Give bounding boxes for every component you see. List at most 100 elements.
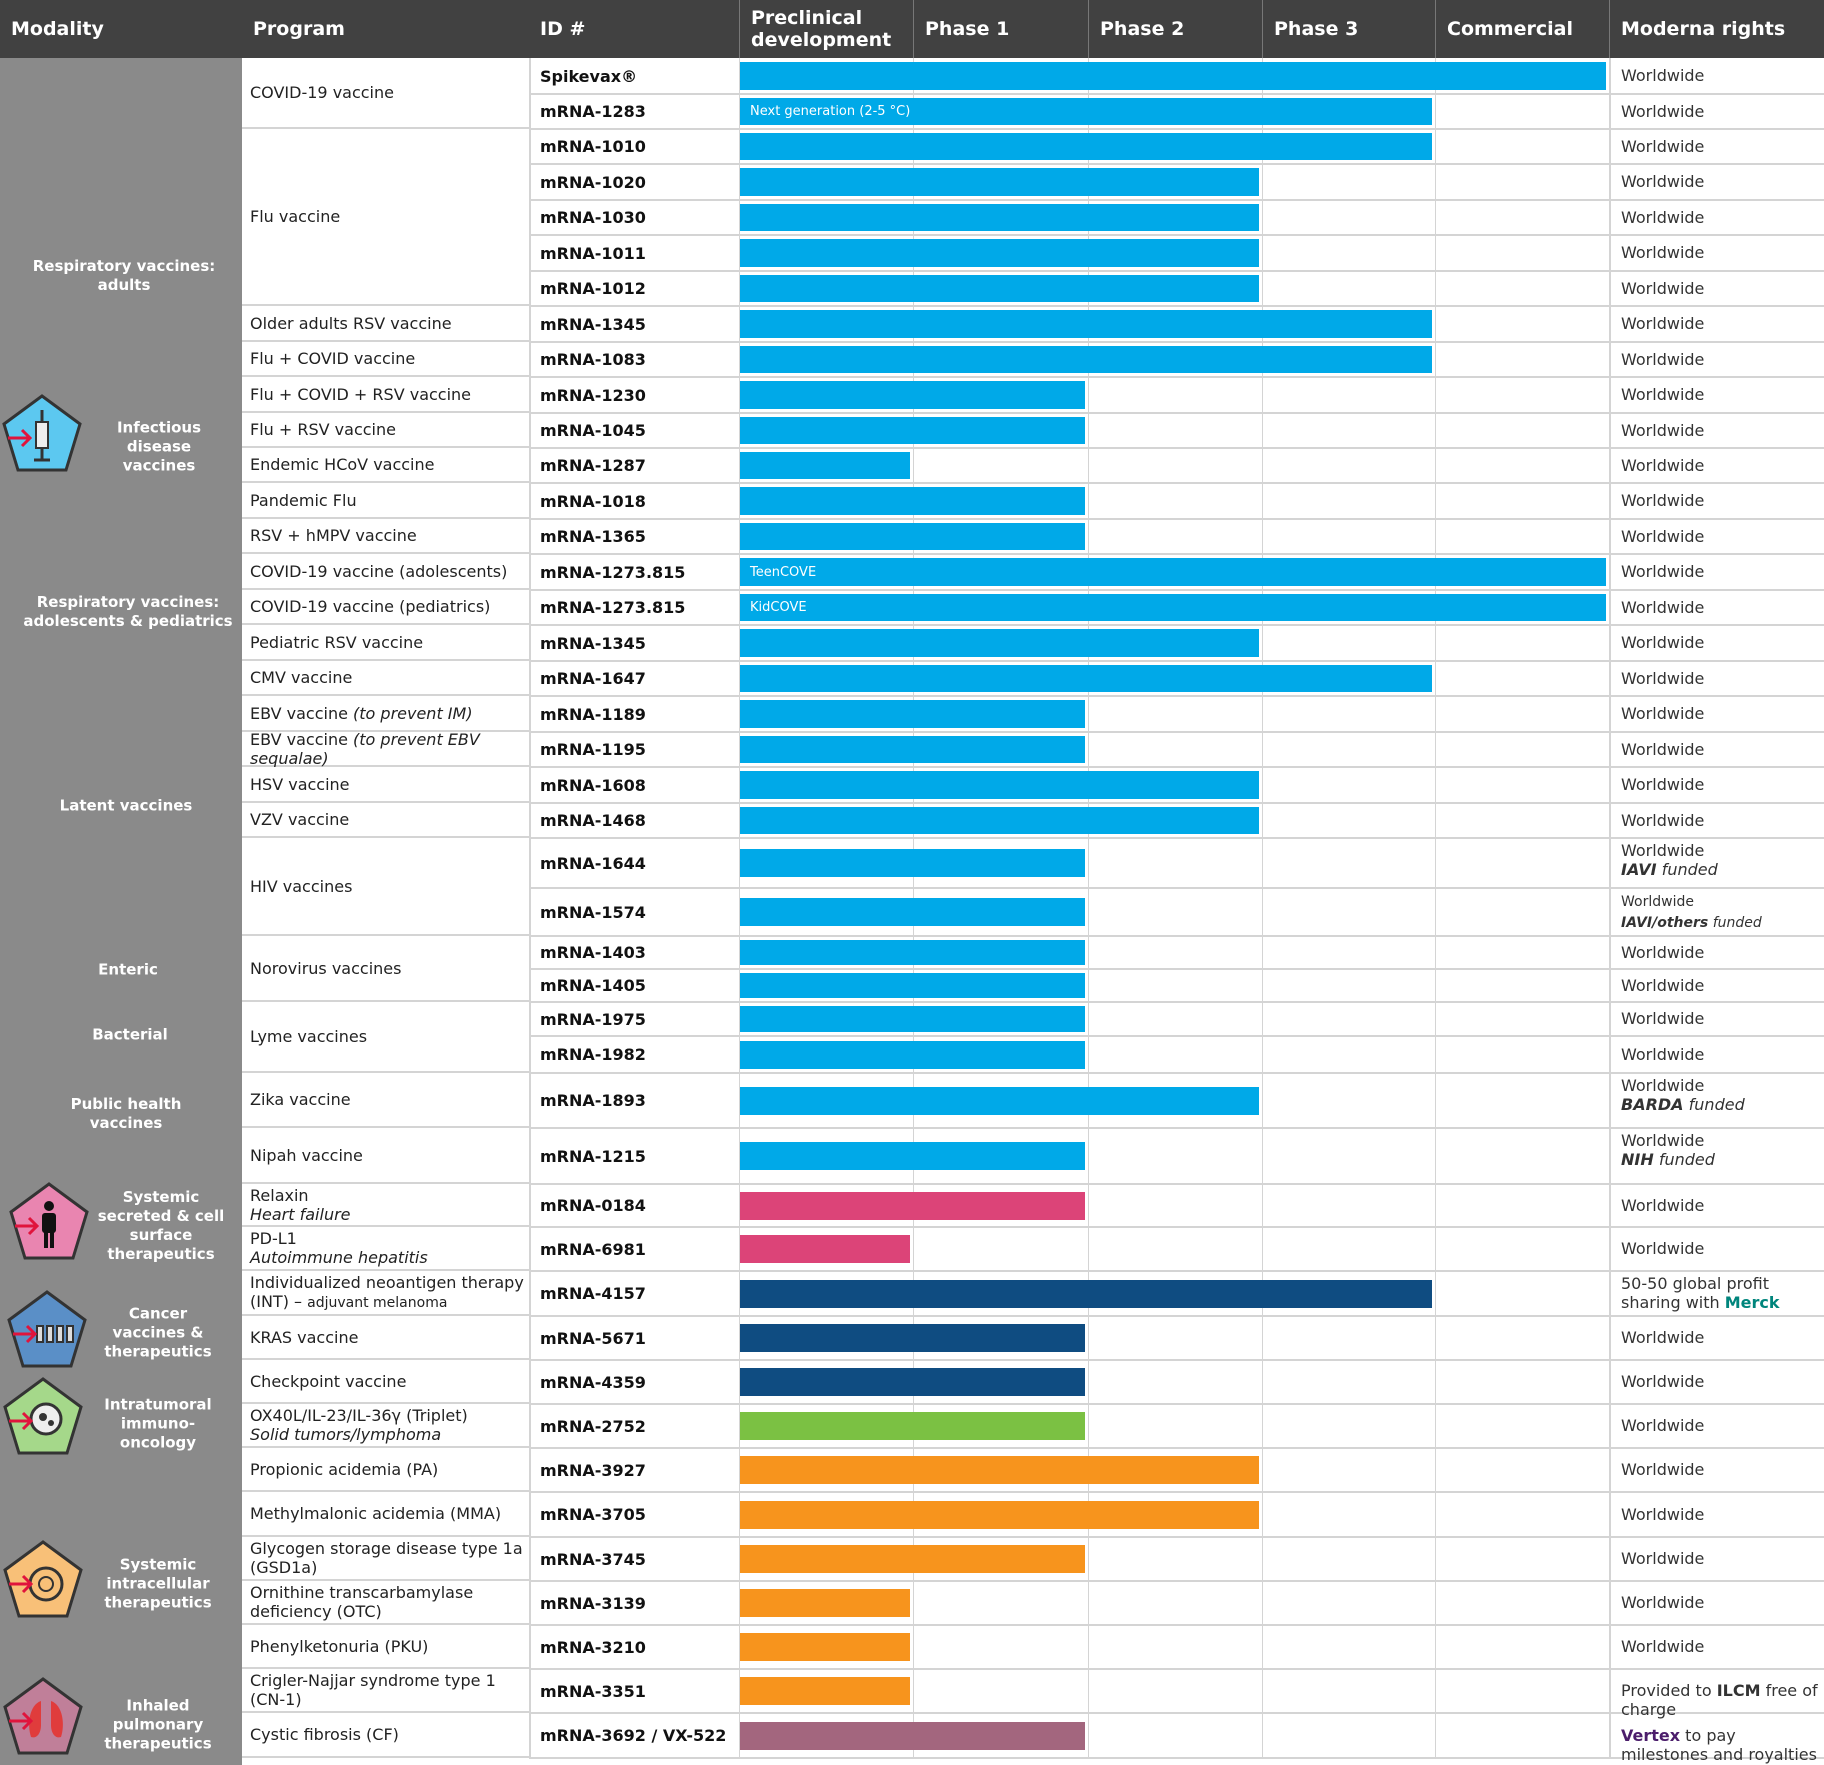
program-name: Endemic HCoV vaccine — [250, 455, 529, 474]
program-id: Spikevax® — [540, 66, 638, 86]
rights-text: Worldwide — [1621, 102, 1705, 121]
modality-label: Cancer vaccines & therapeutics — [104, 1304, 212, 1361]
program-name: Pediatric RSV vaccine — [250, 633, 529, 652]
rights-text: funded — [1683, 1095, 1745, 1114]
rights-text: Worldwide — [1621, 841, 1705, 860]
program-id: mRNA-3351 — [540, 1681, 646, 1701]
table-header: Modality Program ID # Preclinical developme… — [0, 0, 1824, 58]
rights-text: 50-50 global profit sharing with — [1621, 1274, 1769, 1312]
rights-text: Worldwide — [1621, 137, 1705, 156]
program-cell: Relaxin Heart failure — [242, 1184, 529, 1227]
program-name: HIV vaccines — [250, 877, 529, 896]
program-label: Pediatric RSV vaccine — [250, 632, 424, 652]
rights-text: Worldwide — [1621, 562, 1705, 581]
phase-bar-phase-1 — [740, 1545, 1085, 1573]
rights-cell: Worldwide IAVI/others funded — [1609, 888, 1824, 936]
program-name: CMV vaccine — [250, 668, 529, 687]
row-divider — [529, 1580, 1824, 1582]
program-id: mRNA-4157 — [540, 1284, 646, 1303]
row-divider — [529, 766, 1824, 768]
phase-bar-commercial: TeenCOVE — [740, 558, 1606, 586]
phase-bar-phase-1 — [740, 523, 1085, 550]
program-label: Ornithine transcarbamylase deficiency (O… — [250, 1583, 474, 1621]
row-divider — [529, 93, 1824, 95]
phase-bar-phase-1 — [740, 1412, 1085, 1440]
rights-text: Worldwide — [1621, 1460, 1705, 1479]
rights-text: funded — [1653, 1150, 1715, 1169]
program-label: Cystic fibrosis (CF) — [250, 1725, 399, 1744]
rights-text: Worldwide — [1621, 943, 1705, 962]
row-divider — [529, 270, 1824, 272]
program-label: Endemic HCoV vaccine — [250, 455, 435, 474]
phase-bar-phase-3: Next generation (2-5 °C) — [740, 98, 1432, 125]
program-id: mRNA-1287 — [540, 456, 646, 475]
rights-cell: Worldwide IAVI funded — [1609, 838, 1824, 888]
program-id: mRNA-1011 — [540, 243, 646, 263]
row-divider — [529, 1315, 1824, 1317]
program-label: Nipah vaccine — [250, 1145, 363, 1165]
program-label: KRAS vaccine — [250, 1327, 359, 1347]
rights-cell: 50-50 global profit sharing with Merck — [1609, 1271, 1824, 1316]
phase-bar-phase-2 — [740, 168, 1259, 196]
rights-text: Worldwide — [1621, 1637, 1705, 1656]
program-name: Pandemic Flu — [250, 491, 529, 510]
header-commercial: Commercial — [1435, 0, 1609, 58]
program-name: Crigler-Najjar syndrome type 1 (CN-1) — [250, 1671, 529, 1709]
rights-text: Worldwide — [1621, 279, 1705, 298]
phase-bar-preclinical — [740, 452, 910, 479]
header-program: Program — [253, 18, 345, 40]
rights-text: Worldwide — [1621, 1045, 1705, 1064]
row-divider — [529, 518, 1824, 520]
rights-text: Worldwide — [1621, 385, 1705, 404]
phase-bar-phase-2 — [740, 239, 1259, 267]
modality-label: Intratumoral immuno- oncology — [104, 1395, 212, 1452]
program-name: Lyme vaccines — [250, 1027, 529, 1046]
phase-bar-phase-1 — [740, 417, 1085, 444]
rights-text: IAVI/others — [1621, 915, 1709, 931]
row-divider — [529, 1359, 1824, 1361]
program-label: Propionic acidemia (PA) — [250, 1459, 439, 1479]
rights-cell: Worldwide — [1609, 1316, 1824, 1360]
rights-cell: Worldwide BARDA funded — [1609, 1073, 1824, 1128]
program-id: mRNA-1273.815 — [540, 598, 686, 617]
program-id: mRNA-1647 — [540, 669, 646, 688]
rights-cell: Worldwide — [1609, 1537, 1824, 1581]
rights-text: Worldwide — [1621, 894, 1694, 910]
rights-cell: Worldwide — [1609, 625, 1824, 661]
row-divider — [529, 447, 1824, 449]
row-divider — [529, 128, 1824, 130]
rights-text: Worldwide — [1621, 633, 1705, 652]
row-divider — [529, 1624, 1824, 1626]
cell-icon — [1, 1538, 85, 1626]
program-cell: EBV vaccine (to prevent IM) — [242, 696, 529, 732]
rights-cell: Worldwide — [1609, 803, 1824, 838]
row-divider — [529, 376, 1824, 378]
rights-cell: Worldwide — [1609, 200, 1824, 235]
program-name: RSV + hMPV vaccine — [250, 526, 529, 545]
program-cell: CMV vaccine — [242, 661, 529, 696]
program-id: mRNA-3705 — [540, 1505, 646, 1524]
program-id: mRNA-1012 — [540, 279, 646, 298]
program-name: COVID-19 vaccine — [250, 83, 529, 102]
program-label: Zika vaccine — [250, 1090, 351, 1109]
phase-bar-phase-2 — [740, 1456, 1259, 1484]
rights-text: Worldwide — [1621, 456, 1705, 475]
rights-text: Worldwide — [1621, 1416, 1705, 1435]
program-id: mRNA-1030 — [540, 208, 646, 227]
program-label: HSV vaccine — [250, 774, 350, 794]
program-id: mRNA-1982 — [540, 1045, 646, 1064]
rights-cell: Worldwide — [1609, 590, 1824, 625]
header-preclinical-development: Preclinical development — [739, 0, 913, 58]
program-name: Flu + COVID vaccine — [250, 349, 529, 368]
phase-bar-phase-3 — [740, 1280, 1432, 1308]
phase-bar-phase-1 — [740, 898, 1085, 926]
program-name: COVID-19 vaccine (adolescents) — [250, 562, 529, 581]
row-divider — [529, 1757, 1824, 1759]
program-name: Ornithine transcarbamylase deficiency (O… — [250, 1583, 529, 1621]
rights-cell: Worldwide — [1609, 413, 1824, 448]
program-label: Older adults RSV vaccine — [250, 313, 452, 333]
modality-label: Inhaled pulmonary therapeutics — [104, 1696, 212, 1753]
bar-label: Next generation (2-5 °C) — [750, 104, 911, 119]
program-label: Norovirus vaccines — [250, 958, 402, 978]
rights-text: Worldwide — [1621, 775, 1705, 794]
